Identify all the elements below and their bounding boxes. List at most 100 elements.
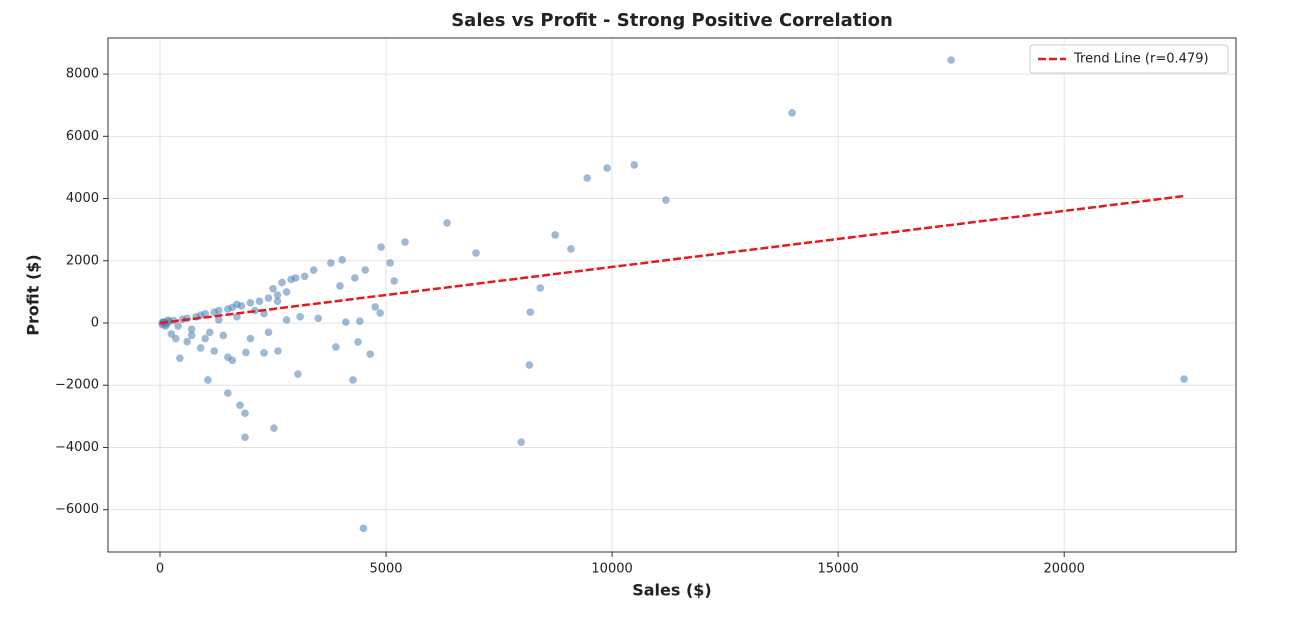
scatter-point bbox=[161, 322, 170, 330]
scatter-point bbox=[296, 312, 304, 321]
scatter-point bbox=[224, 389, 232, 397]
x-tick-label: 0 bbox=[156, 562, 164, 577]
y-tick-label: 8000 bbox=[66, 67, 99, 82]
scatter-point bbox=[536, 284, 545, 292]
scatter-point bbox=[371, 303, 379, 311]
scatter-point bbox=[526, 308, 535, 316]
chart-title: Sales vs Profit - Strong Positive Correl… bbox=[451, 10, 893, 31]
scatter-point bbox=[401, 238, 409, 246]
x-tick-label: 10000 bbox=[591, 562, 632, 577]
scatter-point bbox=[336, 282, 344, 290]
scatter-point bbox=[187, 325, 196, 334]
legend-label: Trend Line (r=0.479) bbox=[1073, 52, 1209, 67]
scatter-point bbox=[176, 354, 184, 362]
scatter-point bbox=[314, 314, 323, 323]
scatter-point bbox=[241, 433, 249, 441]
scatter-point bbox=[242, 348, 250, 357]
scatter-point bbox=[228, 356, 237, 365]
scatter-point bbox=[947, 56, 955, 64]
scatter-point bbox=[237, 302, 246, 310]
scatter-point bbox=[338, 256, 346, 264]
scatter-point bbox=[233, 312, 241, 321]
scatter-point bbox=[214, 316, 223, 324]
scatter-point bbox=[174, 322, 182, 330]
scatter-point bbox=[278, 278, 286, 287]
scatter-point bbox=[273, 297, 282, 306]
scatter-point bbox=[270, 424, 278, 432]
x-tick-label: 5000 bbox=[369, 562, 402, 577]
scatter-point bbox=[349, 376, 357, 384]
scatter-point bbox=[630, 161, 639, 169]
scatter-point bbox=[309, 266, 318, 274]
plot-frame bbox=[107, 37, 1237, 553]
y-tick-label: 2000 bbox=[66, 253, 99, 268]
scatter-point bbox=[205, 328, 214, 337]
x-tick-label: 15000 bbox=[817, 562, 858, 577]
scatter-point bbox=[443, 219, 451, 227]
x-axis-label: Sales ($) bbox=[632, 581, 712, 600]
scatter-point bbox=[204, 376, 212, 384]
scatter-point bbox=[287, 275, 295, 284]
scatter-point bbox=[196, 344, 205, 352]
scatter-point bbox=[294, 370, 302, 378]
x-tick-label: 20000 bbox=[1044, 562, 1085, 577]
y-tick-label: −6000 bbox=[55, 502, 99, 517]
scatter-point bbox=[167, 330, 176, 338]
scatter-point bbox=[264, 294, 273, 302]
scatter-point bbox=[788, 109, 796, 117]
y-tick-label: 0 bbox=[91, 316, 99, 331]
scatter-point bbox=[567, 245, 575, 253]
scatter-point bbox=[356, 317, 364, 325]
scatter-point bbox=[361, 266, 370, 274]
scatter-point bbox=[390, 277, 398, 285]
scatter-point bbox=[246, 298, 255, 307]
scatter-point bbox=[274, 347, 282, 355]
scatter-point bbox=[241, 409, 249, 418]
scatter-point bbox=[377, 243, 385, 251]
scatter-point bbox=[342, 318, 350, 326]
y-tick-label: −2000 bbox=[55, 378, 99, 393]
scatter-point bbox=[282, 316, 291, 324]
scatter-point bbox=[282, 288, 291, 296]
scatter-point bbox=[327, 259, 335, 267]
scatter-point bbox=[332, 343, 340, 351]
scatter-point bbox=[246, 334, 255, 343]
scatter-point bbox=[236, 401, 244, 409]
scatter-point bbox=[214, 306, 223, 315]
trend-line bbox=[159, 194, 1185, 325]
scatter-point bbox=[359, 524, 368, 533]
y-tick-label: 4000 bbox=[66, 191, 99, 206]
y-axis-label: Profit ($) bbox=[24, 254, 43, 335]
scatter-point bbox=[183, 337, 191, 346]
scatter-point bbox=[551, 231, 559, 239]
scatter-point bbox=[187, 331, 196, 340]
scatter-point bbox=[366, 350, 375, 358]
scatter-point bbox=[172, 334, 180, 343]
scatter-point bbox=[351, 274, 359, 282]
scatter-point bbox=[201, 309, 210, 318]
scatter-point bbox=[300, 272, 309, 281]
scatter-point bbox=[354, 338, 362, 346]
scatter-point bbox=[201, 334, 210, 343]
scatter-point bbox=[219, 331, 228, 340]
scatter-point bbox=[269, 284, 277, 293]
scatter-point bbox=[273, 291, 282, 299]
scatter-point bbox=[662, 196, 670, 204]
scatter-point bbox=[603, 164, 611, 172]
scatter-point bbox=[386, 259, 394, 267]
scatter-point bbox=[260, 309, 268, 318]
legend-box bbox=[1029, 44, 1229, 74]
scatter-point bbox=[1180, 375, 1188, 383]
scatter-point bbox=[264, 328, 273, 337]
scatter-point bbox=[260, 349, 268, 357]
y-tick-label: −4000 bbox=[55, 440, 99, 455]
scatter-point bbox=[583, 174, 592, 182]
scatter-point bbox=[255, 297, 264, 306]
scatter-point bbox=[472, 249, 480, 257]
y-tick-label: 6000 bbox=[66, 129, 99, 144]
scatter-point bbox=[517, 438, 526, 446]
scatter-point bbox=[210, 347, 219, 355]
scatter-point bbox=[525, 361, 534, 369]
scatter-point bbox=[376, 309, 384, 317]
